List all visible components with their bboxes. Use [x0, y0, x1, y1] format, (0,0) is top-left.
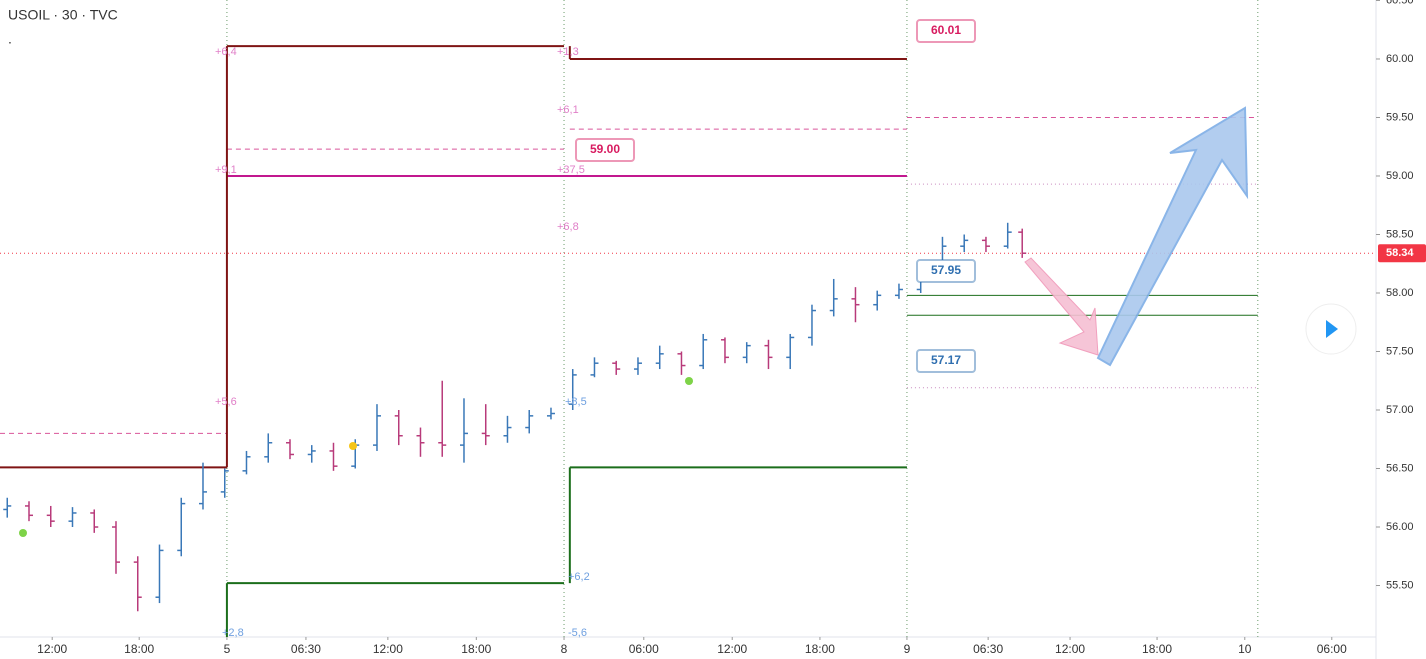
level-note: +1,3 [557, 46, 579, 58]
down-arrow [1024, 257, 1099, 356]
play-icon [1326, 320, 1338, 338]
callout-box [916, 349, 976, 373]
x-tick-label: 18:00 [461, 642, 491, 656]
last-price-badge [1378, 244, 1426, 263]
x-tick-label: 12:00 [373, 642, 403, 656]
level-note: +5,6 [215, 396, 237, 408]
level-note: +6,8 [557, 221, 579, 233]
y-tick-label: 57.50 [1386, 345, 1414, 357]
level-note: +2,8 [222, 627, 244, 639]
level-note: +6,1 [557, 104, 579, 116]
x-tick-label: 06:00 [1317, 642, 1347, 656]
x-tick-label: 10 [1238, 642, 1252, 656]
callout-box [916, 259, 976, 283]
y-tick-label: 57.00 [1386, 404, 1414, 416]
y-tick-label: 56.50 [1386, 462, 1414, 474]
last-price-label: 58.34 [1386, 247, 1414, 259]
event-dot [349, 442, 357, 450]
up-arrow [1096, 106, 1249, 367]
event-dot [19, 529, 27, 537]
y-tick-label: 59.00 [1386, 170, 1414, 182]
x-tick-label: 8 [561, 642, 568, 656]
callout-label: 57.95 [931, 263, 961, 277]
x-tick-label: 18:00 [124, 642, 154, 656]
callout-label: 59.00 [590, 142, 620, 156]
y-tick-label: 55.50 [1386, 579, 1414, 591]
x-tick-label: 5 [224, 642, 231, 656]
x-tick-label: 06:00 [629, 642, 659, 656]
level-note: +9,1 [215, 164, 237, 176]
x-tick-label: 18:00 [805, 642, 835, 656]
level-note: -5,6 [568, 627, 587, 639]
x-tick-label: 18:00 [1142, 642, 1172, 656]
callout-box [575, 138, 635, 162]
chart-title: USOIL · 30 · TVC [8, 7, 118, 23]
callout-label: 57.17 [931, 353, 961, 367]
chart-subtitle: . [8, 31, 12, 47]
callout-label: 60.01 [931, 23, 961, 37]
y-tick-label: 60.00 [1386, 53, 1414, 65]
level-note: +6,4 [215, 46, 237, 58]
y-tick-label: 58.50 [1386, 228, 1414, 240]
callout-box [916, 19, 976, 43]
y-tick-label: 59.50 [1386, 111, 1414, 123]
x-tick-label: 9 [904, 642, 911, 656]
x-tick-label: 06:30 [973, 642, 1003, 656]
y-tick-label: 58.00 [1386, 287, 1414, 299]
level-note: +6,2 [568, 571, 590, 583]
level-note: +37,5 [557, 164, 585, 176]
x-tick-label: 12:00 [717, 642, 747, 656]
y-tick-label: 60.50 [1386, 0, 1414, 6]
x-tick-label: 06:30 [291, 642, 321, 656]
x-tick-label: 12:00 [1055, 642, 1085, 656]
level-note: +8,5 [565, 396, 587, 408]
event-dot [685, 377, 693, 385]
x-tick-label: 12:00 [37, 642, 67, 656]
y-tick-label: 56.00 [1386, 521, 1414, 533]
